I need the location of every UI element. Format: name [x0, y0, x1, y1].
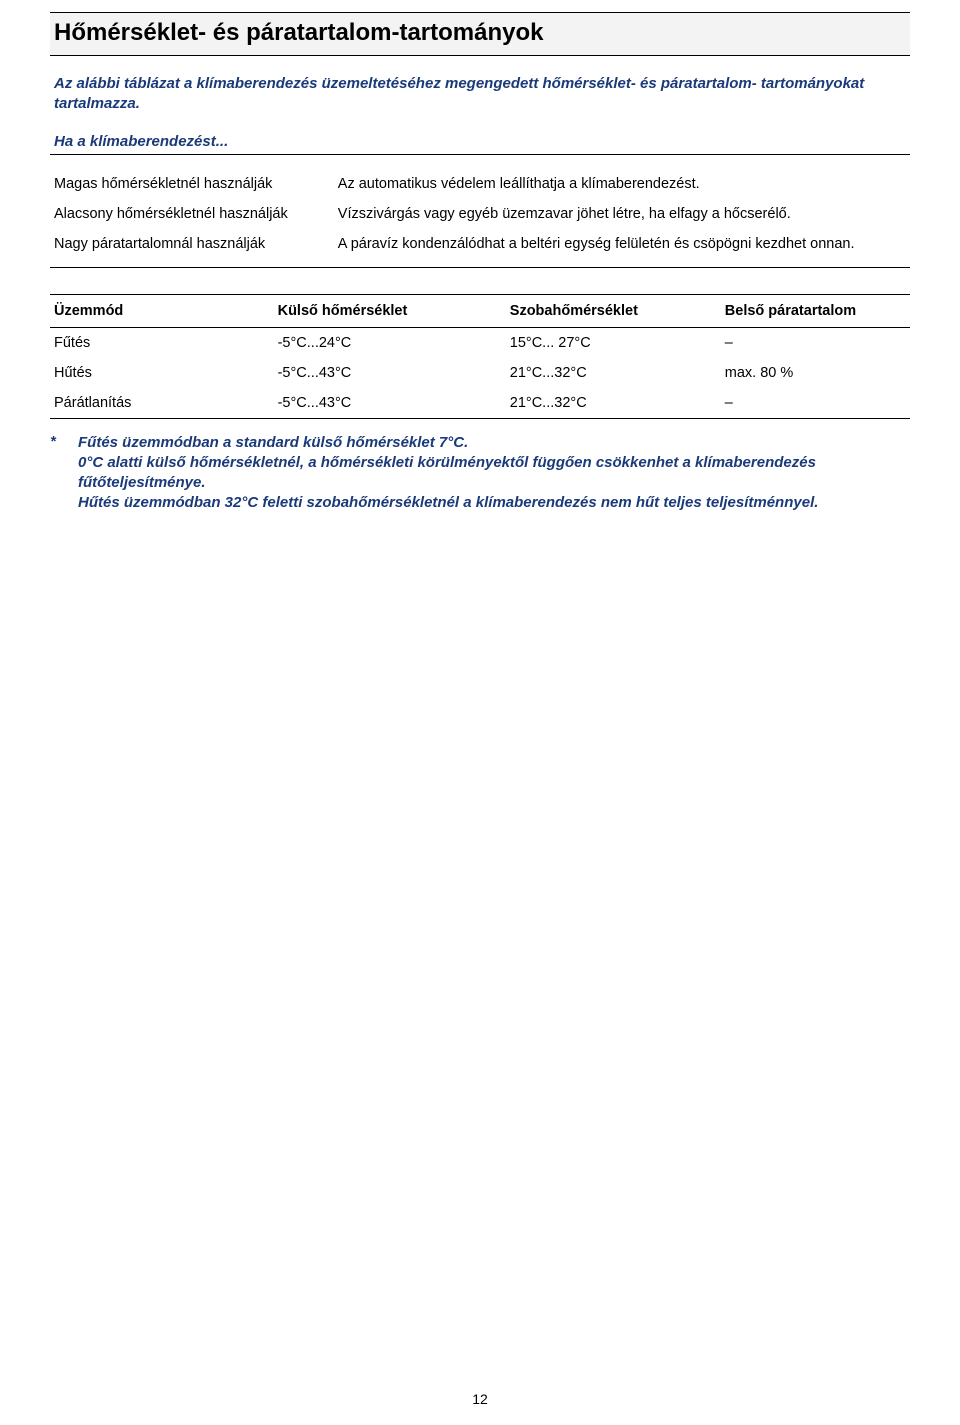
cell-room: 15°C... 27°C	[506, 327, 721, 358]
footnote-mark: *	[50, 433, 78, 514]
table-row: Nagy páratartalomnál használják A páraví…	[50, 229, 910, 259]
intro-paragraph: Az alábbi táblázat a klímaberendezés üze…	[54, 74, 910, 115]
table-row: Alacsony hőmérsékletnél használják Vízsz…	[50, 199, 910, 229]
condition-desc: A páravíz kondenzálódhat a beltéri egysé…	[334, 229, 910, 259]
table-row: Párátlanítás -5°C...43°C 21°C...32°C –	[50, 388, 910, 419]
footnote-text: Fűtés üzemmódban a standard külső hőmérs…	[78, 433, 910, 514]
footnote-line: Hűtés üzemmódban 32°C feletti szobahőmér…	[78, 494, 818, 511]
rule-separator	[50, 267, 910, 268]
condition-label: Nagy páratartalomnál használják	[50, 229, 334, 259]
page-title: Hőmérséklet- és páratartalom-tartományok	[54, 19, 906, 47]
col-header-room: Szobahőmérséklet	[506, 294, 721, 327]
condition-label: Alacsony hőmérsékletnél használják	[50, 199, 334, 229]
table-row: Fűtés -5°C...24°C 15°C... 27°C –	[50, 327, 910, 358]
conditions-subhead: Ha a klímaberendezést...	[50, 133, 910, 155]
cell-outdoor: -5°C...43°C	[274, 358, 506, 388]
cell-humidity: –	[721, 327, 910, 358]
cell-humidity: max. 80 %	[721, 358, 910, 388]
footnote-line: 0°C alatti külső hőmérsékletnél, a hőmér…	[78, 454, 816, 491]
range-table: Üzemmód Külső hőmérséklet Szobahőmérsékl…	[50, 294, 910, 419]
col-header-mode: Üzemmód	[50, 294, 274, 327]
cell-mode: Párátlanítás	[50, 388, 274, 419]
col-header-humidity: Belső páratartalom	[721, 294, 910, 327]
cell-outdoor: -5°C...24°C	[274, 327, 506, 358]
footnote-line: Fűtés üzemmódban a standard külső hőmérs…	[78, 434, 468, 451]
footnote: * Fűtés üzemmódban a standard külső hőmé…	[50, 433, 910, 514]
table-header-row: Üzemmód Külső hőmérséklet Szobahőmérsékl…	[50, 294, 910, 327]
cell-mode: Fűtés	[50, 327, 274, 358]
cell-room: 21°C...32°C	[506, 358, 721, 388]
table-row: Magas hőmérsékletnél használják Az autom…	[50, 169, 910, 199]
table-row: Hűtés -5°C...43°C 21°C...32°C max. 80 %	[50, 358, 910, 388]
title-box: Hőmérséklet- és páratartalom-tartományok	[50, 12, 910, 56]
cell-mode: Hűtés	[50, 358, 274, 388]
conditions-table: Magas hőmérsékletnél használják Az autom…	[50, 169, 910, 259]
cell-room: 21°C...32°C	[506, 388, 721, 419]
cell-humidity: –	[721, 388, 910, 419]
col-header-outdoor: Külső hőmérséklet	[274, 294, 506, 327]
condition-desc: Az automatikus védelem leállíthatja a kl…	[334, 169, 910, 199]
condition-label: Magas hőmérsékletnél használják	[50, 169, 334, 199]
page: Hőmérséklet- és páratartalom-tartományok…	[0, 0, 960, 1425]
page-number: 12	[0, 1391, 960, 1407]
cell-outdoor: -5°C...43°C	[274, 388, 506, 419]
condition-desc: Vízszivárgás vagy egyéb üzemzavar jöhet …	[334, 199, 910, 229]
